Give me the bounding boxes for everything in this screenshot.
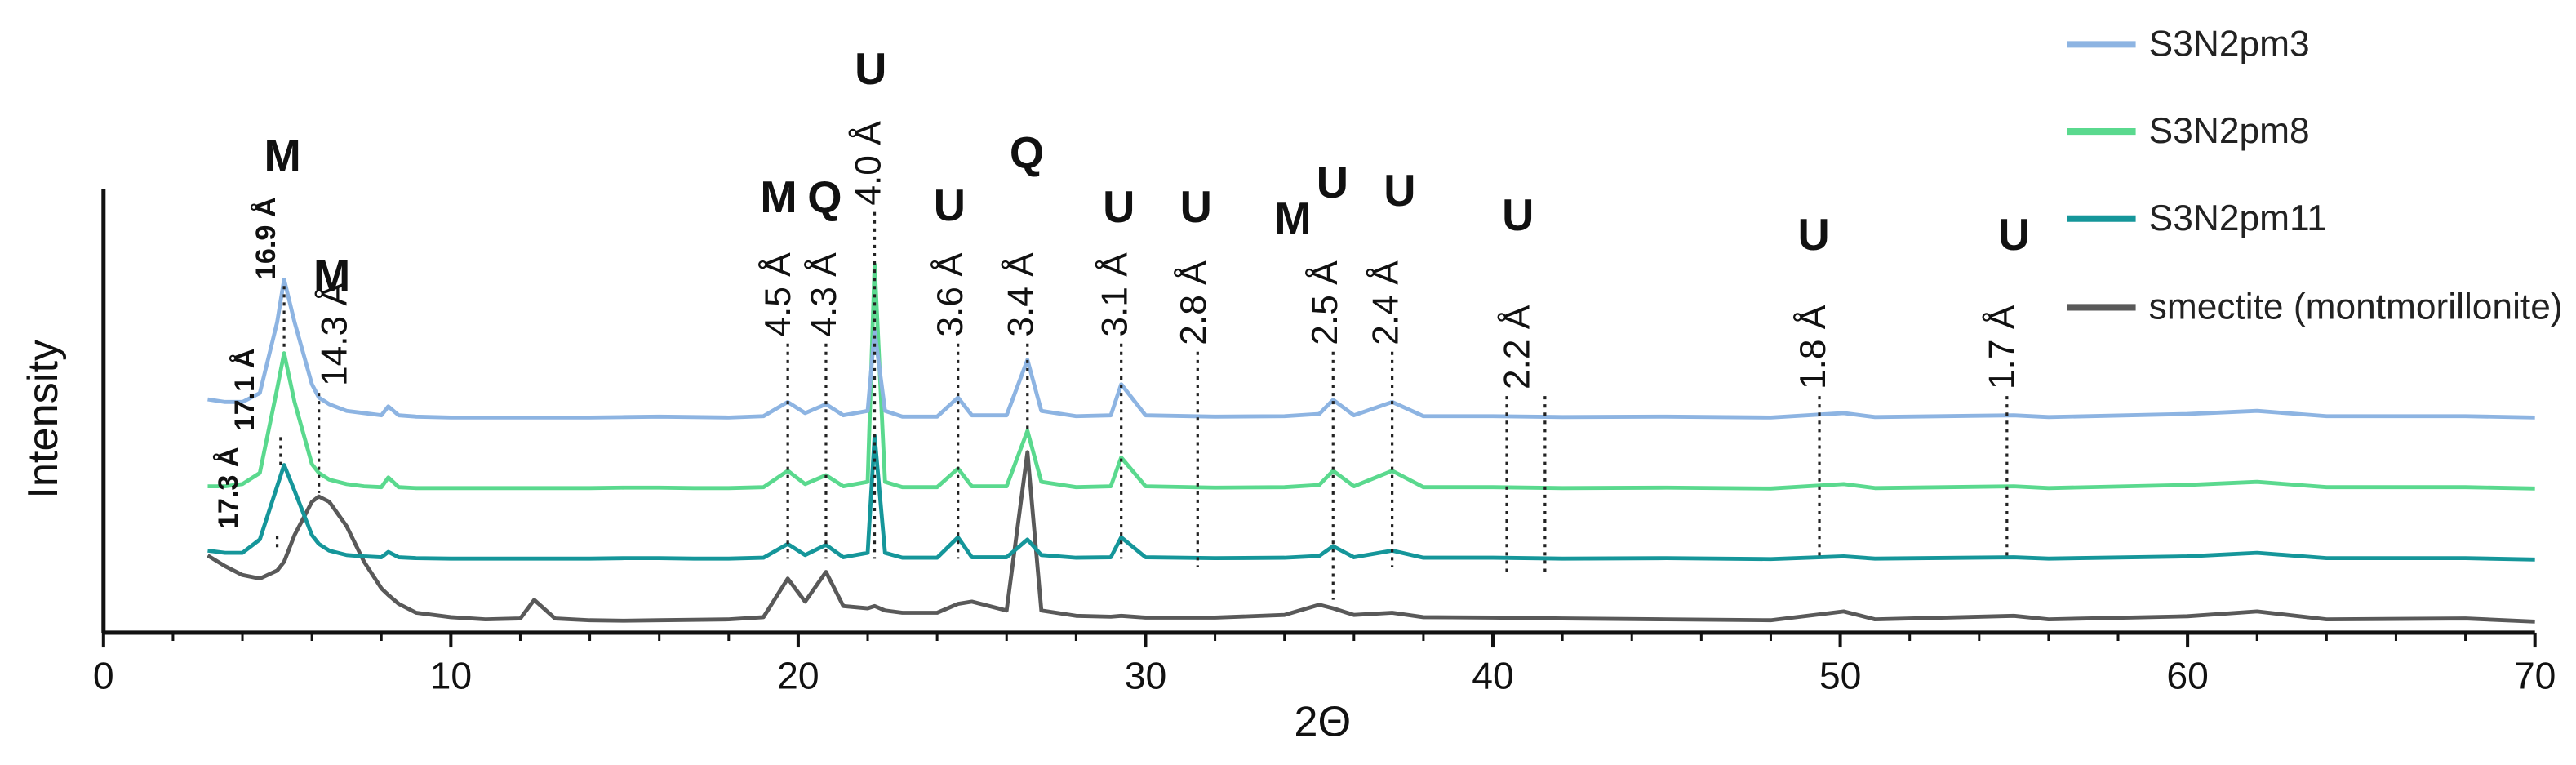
phase-label: U (855, 44, 886, 94)
series-line (207, 434, 2535, 562)
x-tick-label: 70 (2514, 655, 2556, 697)
phase-label: M (313, 251, 350, 301)
phase-label: U (1103, 182, 1135, 232)
peak-label: 1.7 Å (1982, 305, 2022, 389)
peak-label: 17.3 Å (211, 447, 244, 529)
x-tick-label: 30 (1125, 655, 1166, 697)
y-axis-label: Intensity (20, 339, 67, 499)
legend-entry: S3N2pm3 (2148, 23, 2310, 64)
legend-label: S3N2pm3 (2148, 23, 2310, 64)
legend-label: S3N2pm8 (2148, 109, 2310, 152)
x-tick-label: 60 (2166, 655, 2208, 697)
peak-label: 3.1 Å (1095, 252, 1135, 337)
x-tick-label: 20 (777, 655, 819, 697)
series-line (207, 450, 2535, 624)
phase-label: U (1998, 210, 2030, 260)
peak-label: 17.1 Å (228, 349, 260, 431)
phase-label: U (1180, 182, 1212, 232)
phase-label: U (934, 180, 966, 230)
peak-label: 2.5 Å (1305, 260, 1345, 345)
peak-label: 2.8 Å (1174, 260, 1214, 345)
peak-label: 14.3 Å (314, 282, 354, 386)
peak-label: 1.8 Å (1793, 305, 1833, 389)
legend-entry: S3N2pm11 (2148, 197, 2327, 238)
x-tick-label: 10 (430, 655, 472, 697)
peak-label: 2.2 Å (1498, 305, 1538, 389)
x-tick-label: 0 (93, 655, 114, 697)
phase-label: M (760, 172, 797, 222)
phase-label: U (1383, 166, 1415, 216)
series-line (207, 277, 2535, 420)
peak-label: 4.0 Å (848, 121, 888, 206)
phase-label: U (1502, 190, 1534, 240)
legend-label: smectite (montmorillonite) (2148, 286, 2563, 327)
x-tick-label: 50 (1819, 655, 1861, 697)
legend-entry: smectite (montmorillonite) (2148, 286, 2563, 327)
peak-label: 4.3 Å (804, 252, 844, 337)
peak-label: 3.6 Å (930, 252, 970, 337)
phase-label: Q (1010, 128, 1044, 178)
phase-label: M (264, 131, 301, 181)
x-axis-label: 2Θ (1294, 698, 1351, 745)
peak-label: 3.4 Å (1002, 252, 1042, 337)
phase-label: U (1797, 210, 1829, 260)
peak-label: 2.4 Å (1366, 260, 1406, 345)
x-tick-label: 40 (1472, 655, 1513, 697)
legend-label: S3N2pm11 (2148, 197, 2327, 238)
phase-label: M (1274, 193, 1311, 243)
phase-label: Q (807, 172, 842, 222)
legend-entry: S3N2pm8 (2148, 109, 2310, 152)
peak-label: 4.5 Å (758, 252, 798, 337)
phase-label: U (1317, 158, 1348, 207)
peak-label: 16.9 Å (249, 197, 282, 279)
